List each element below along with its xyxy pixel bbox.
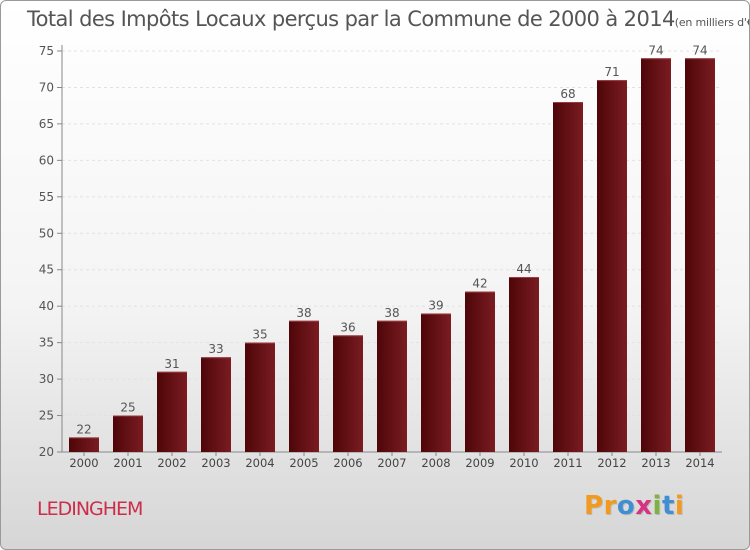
x-tick-label: 2005 <box>289 456 318 470</box>
bar-value-label: 42 <box>472 277 487 291</box>
bar <box>289 320 319 452</box>
logo-letter: i <box>652 491 662 521</box>
bar-value-label: 25 <box>120 401 135 415</box>
logo-letter: o <box>616 491 636 521</box>
bar-value-label: 31 <box>164 357 179 371</box>
chart-subtitle: (en milliers d'€) <box>674 16 750 29</box>
bar <box>597 80 627 452</box>
y-tick-label: 50 <box>39 226 54 240</box>
x-tick-label: 2003 <box>201 456 230 470</box>
y-tick-label: 25 <box>39 409 54 423</box>
y-tick-label: 75 <box>39 44 54 58</box>
commune-name: LEDINGHEM <box>37 498 143 520</box>
bar-value-label: 38 <box>384 306 399 320</box>
bar <box>641 58 671 453</box>
bar-value-label: 71 <box>604 65 619 79</box>
bar-value-label: 39 <box>428 298 443 312</box>
logo-letter: x <box>635 491 653 521</box>
bar-value-label: 38 <box>296 306 311 320</box>
x-tick-label: 2007 <box>377 456 406 470</box>
bar <box>421 313 451 452</box>
x-tick-label: 2009 <box>465 456 494 470</box>
x-tick-label: 2001 <box>113 456 142 470</box>
x-tick-label: 2004 <box>245 456 274 470</box>
y-tick-label: 30 <box>39 372 54 386</box>
bar-value-label: 33 <box>208 342 223 356</box>
x-tick-label: 2006 <box>333 456 362 470</box>
bar <box>201 357 231 452</box>
x-tick-label: 2008 <box>421 456 450 470</box>
y-tick-label: 20 <box>39 445 54 459</box>
bar <box>685 58 715 453</box>
bar-value-label: 36 <box>340 320 355 334</box>
y-tick-label: 40 <box>39 299 54 313</box>
bar <box>333 335 363 452</box>
x-tick-label: 2013 <box>641 456 670 470</box>
logo-letter: P <box>584 491 604 521</box>
bar-value-label: 68 <box>560 87 575 101</box>
y-tick-label: 65 <box>39 117 54 131</box>
bar <box>465 291 495 452</box>
y-tick-label: 55 <box>39 190 54 204</box>
y-tick-label: 35 <box>39 336 54 350</box>
chart-title: Total des Impôts Locaux perçus par la Co… <box>27 7 675 31</box>
x-tick-label: 2010 <box>509 456 538 470</box>
bar-value-label: 44 <box>516 262 531 276</box>
bar <box>377 320 407 452</box>
logo-letter: t <box>661 491 675 521</box>
x-tick-label: 2011 <box>553 456 582 470</box>
chart-title-block: Total des Impôts Locaux perçus par la Co… <box>27 7 750 31</box>
bar <box>553 102 583 452</box>
bar <box>157 371 187 452</box>
x-tick-label: 2000 <box>69 456 98 470</box>
bar <box>69 437 99 452</box>
y-tick-label: 60 <box>39 153 54 167</box>
x-tick-label: 2014 <box>685 456 714 470</box>
bar <box>113 415 143 452</box>
bar <box>509 277 539 452</box>
bar <box>245 342 275 452</box>
y-tick-label: 70 <box>39 80 54 94</box>
proxiti-logo: Proxiti <box>584 491 684 521</box>
bar-value-label: 22 <box>76 422 91 436</box>
logo-letter: r <box>603 491 617 521</box>
logo-letter: i <box>674 491 685 521</box>
bar-value-label: 74 <box>692 43 707 57</box>
bar-value-label: 74 <box>648 43 663 57</box>
y-tick-label: 45 <box>39 263 54 277</box>
x-tick-label: 2002 <box>157 456 186 470</box>
x-tick-label: 2012 <box>597 456 626 470</box>
bar-value-label: 35 <box>252 328 267 342</box>
